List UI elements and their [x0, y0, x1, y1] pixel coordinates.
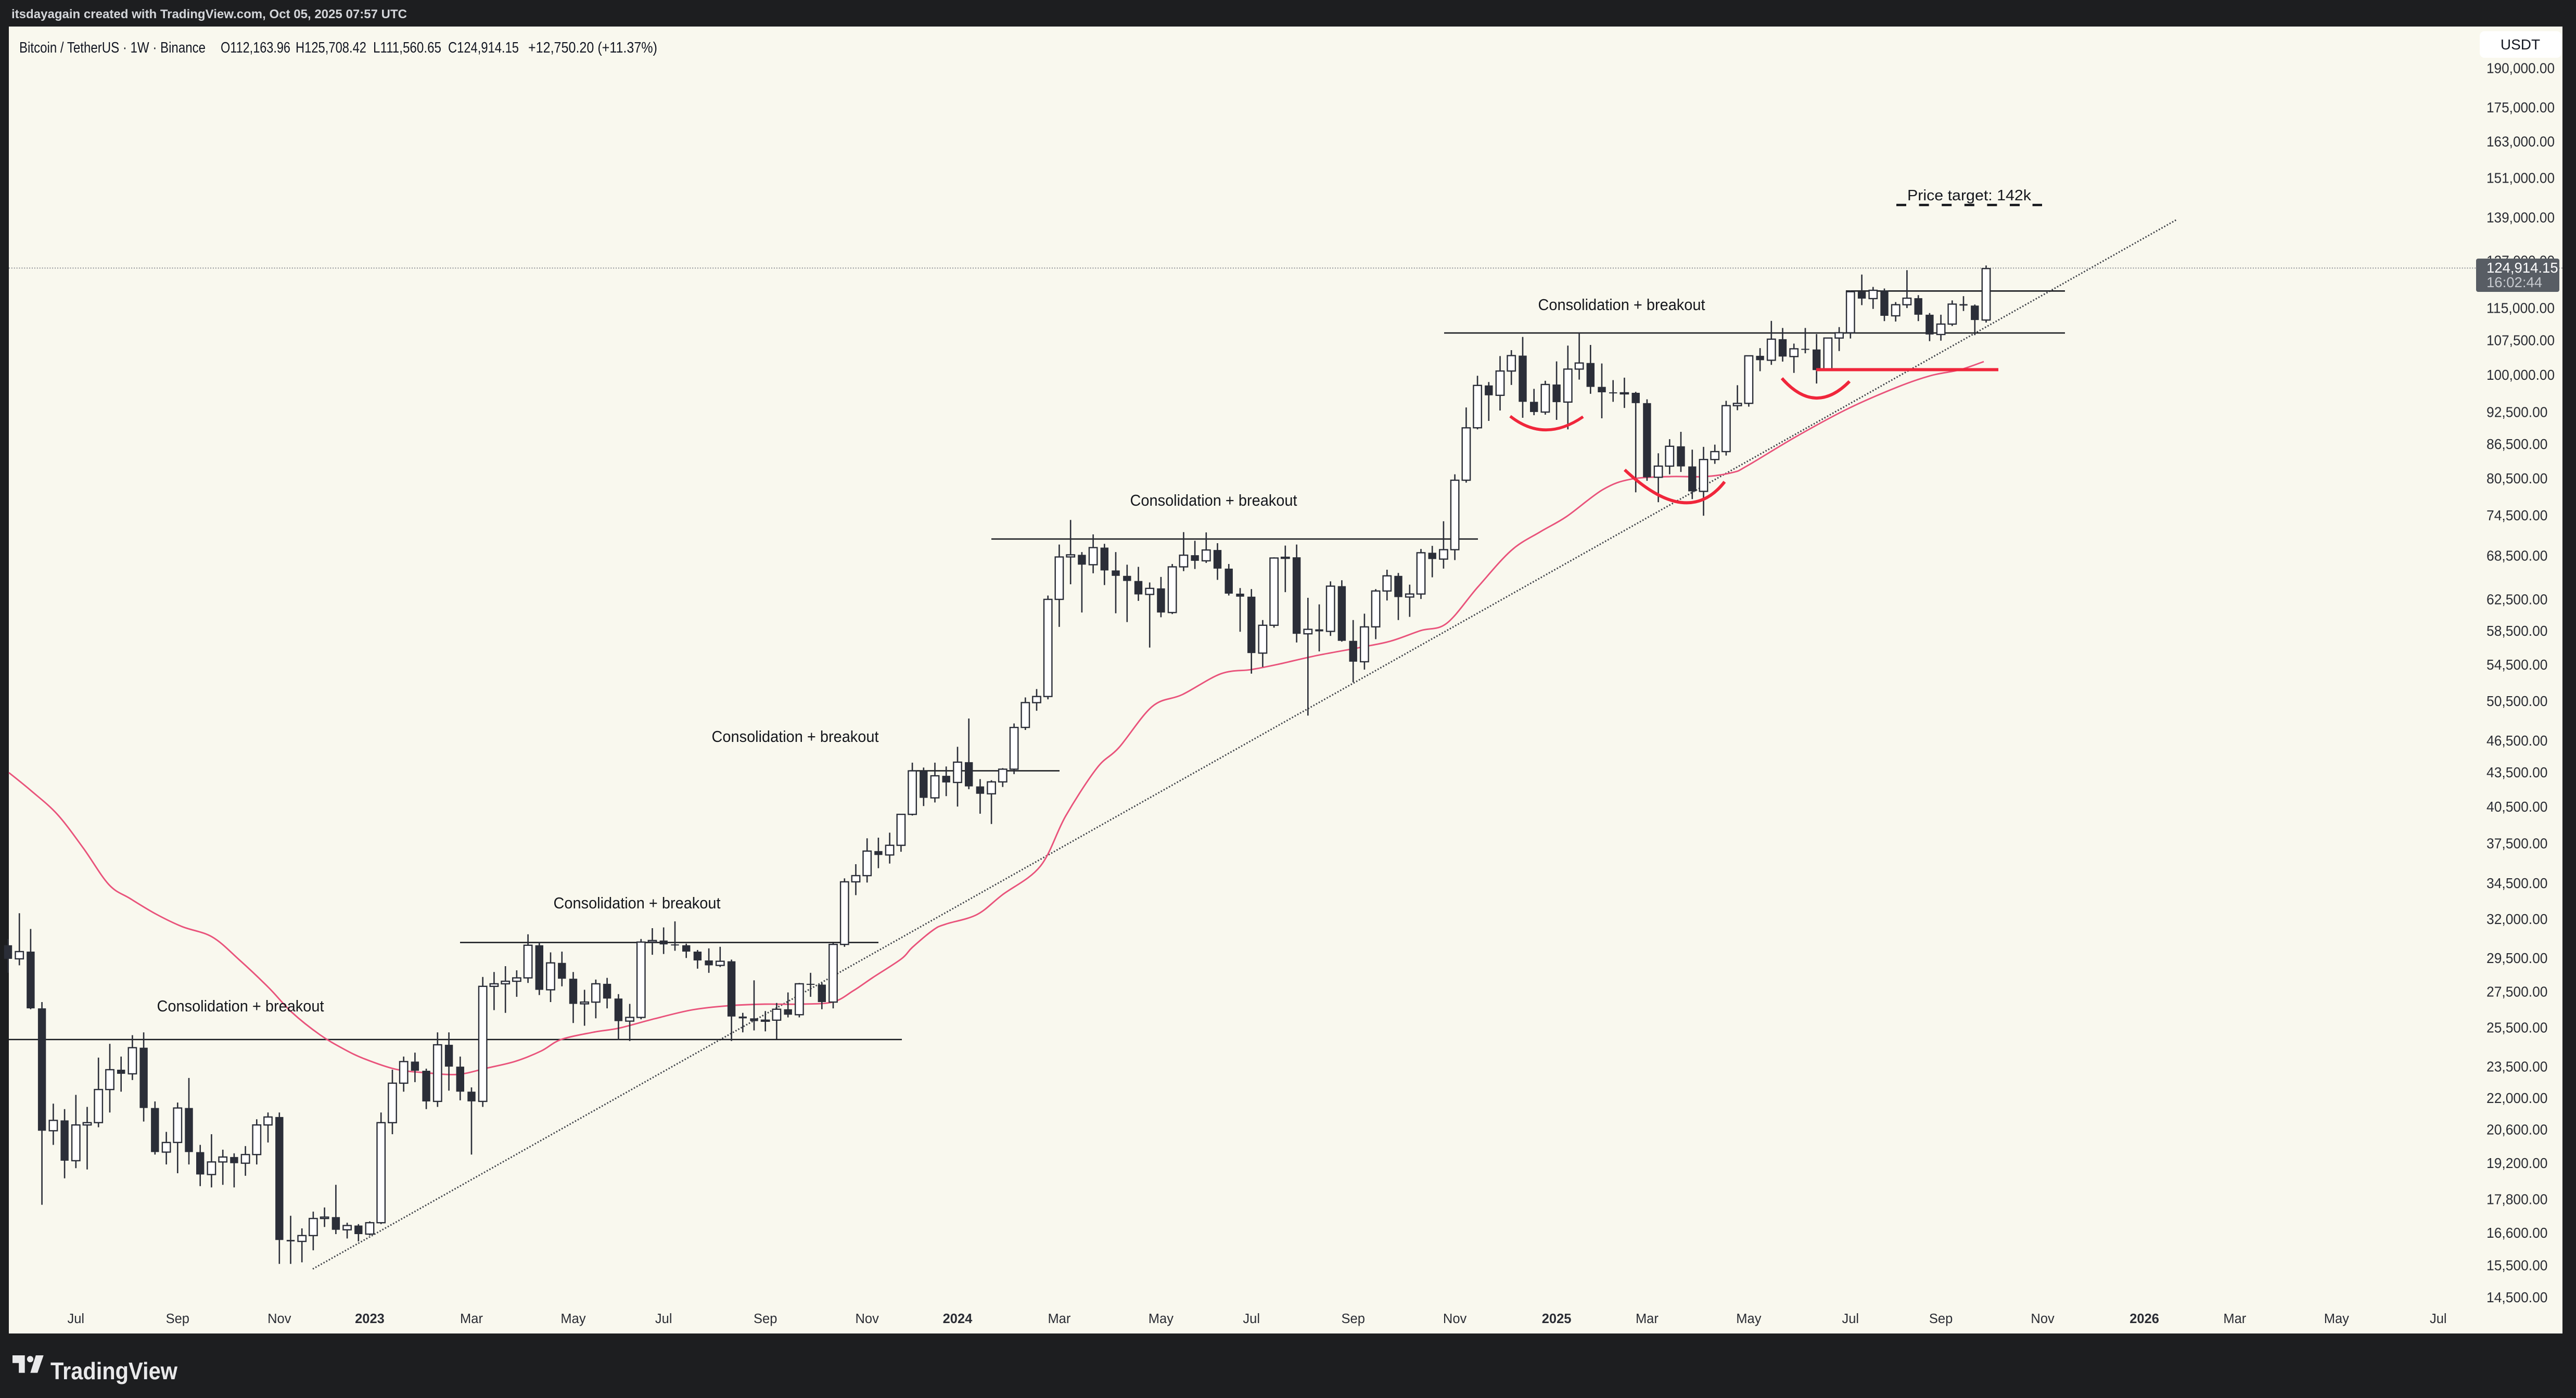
svg-text:Price target: 142k: Price target: 142k [1907, 187, 2032, 204]
svg-text:80,500.00: 80,500.00 [2486, 470, 2548, 486]
svg-text:29,500.00: 29,500.00 [2486, 950, 2548, 966]
svg-text:17,800.00: 17,800.00 [2486, 1191, 2548, 1208]
svg-text:Jul: Jul [1842, 1312, 1859, 1326]
svg-text:USDT: USDT [2501, 36, 2540, 53]
svg-text:16,600.00: 16,600.00 [2486, 1225, 2548, 1241]
svg-text:37,500.00: 37,500.00 [2486, 836, 2548, 852]
svg-text:Mar: Mar [1636, 1312, 1659, 1326]
svg-text:40,500.00: 40,500.00 [2486, 799, 2548, 815]
svg-text:Sep: Sep [1929, 1312, 1953, 1326]
svg-text:Bitcoin / TetherUS · 1W · Bina: Bitcoin / TetherUS · 1W · Binance [19, 40, 206, 56]
svg-text:50,500.00: 50,500.00 [2486, 693, 2548, 709]
svg-text:May: May [560, 1312, 585, 1326]
svg-text:32,000.00: 32,000.00 [2486, 911, 2548, 927]
svg-text:O112,163.96: O112,163.96 [221, 40, 290, 56]
svg-text:58,500.00: 58,500.00 [2486, 623, 2548, 639]
svg-text:22,000.00: 22,000.00 [2486, 1090, 2548, 1106]
svg-text:15,500.00: 15,500.00 [2486, 1258, 2548, 1274]
svg-text:92,500.00: 92,500.00 [2486, 404, 2548, 420]
svg-text:Jul: Jul [655, 1312, 672, 1326]
svg-text:Sep: Sep [1342, 1312, 1365, 1326]
svg-text:124,914.15: 124,914.15 [2486, 260, 2558, 276]
svg-text:74,500.00: 74,500.00 [2486, 507, 2548, 523]
svg-text:Jul: Jul [1243, 1312, 1260, 1326]
svg-text:Consolidation + breakout: Consolidation + breakout [1538, 296, 1705, 314]
svg-text:163,000.00: 163,000.00 [2486, 133, 2555, 149]
svg-text:+12,750.20 (+11.37%): +12,750.20 (+11.37%) [528, 40, 657, 56]
svg-text:Mar: Mar [460, 1312, 483, 1326]
svg-text:Mar: Mar [2223, 1312, 2246, 1326]
svg-text:46,500.00: 46,500.00 [2486, 733, 2548, 749]
svg-text:54,500.00: 54,500.00 [2486, 657, 2548, 673]
svg-text:43,500.00: 43,500.00 [2486, 764, 2548, 780]
svg-text:Nov: Nov [2031, 1312, 2055, 1326]
svg-text:Consolidation + breakout: Consolidation + breakout [554, 894, 721, 912]
svg-text:H125,708.42: H125,708.42 [296, 40, 366, 56]
svg-text:Sep: Sep [754, 1312, 777, 1326]
svg-text:2023: 2023 [355, 1312, 385, 1326]
svg-text:107,500.00: 107,500.00 [2486, 332, 2555, 349]
svg-text:Nov: Nov [1443, 1312, 1467, 1326]
svg-text:Consolidation + breakout: Consolidation + breakout [1130, 491, 1297, 509]
svg-text:itsdayagain created with Tradi: itsdayagain created with TradingView.com… [11, 7, 407, 21]
svg-text:2025: 2025 [1542, 1312, 1572, 1326]
svg-text:2026: 2026 [2129, 1312, 2159, 1326]
svg-text:19,200.00: 19,200.00 [2486, 1155, 2548, 1171]
svg-text:Sep: Sep [166, 1312, 189, 1326]
svg-text:27,500.00: 27,500.00 [2486, 983, 2548, 999]
svg-text:25,500.00: 25,500.00 [2486, 1020, 2548, 1036]
svg-text:L111,560.65: L111,560.65 [373, 40, 441, 56]
svg-text:Nov: Nov [267, 1312, 291, 1326]
svg-text:Mar: Mar [1048, 1312, 1070, 1326]
svg-text:May: May [2324, 1312, 2349, 1326]
svg-text:2024: 2024 [943, 1312, 973, 1326]
svg-text:16:02:44: 16:02:44 [2486, 274, 2542, 290]
svg-text:86,500.00: 86,500.00 [2486, 436, 2548, 452]
svg-text:TradingView: TradingView [50, 1357, 177, 1384]
svg-text:175,000.00: 175,000.00 [2486, 99, 2555, 116]
svg-text:May: May [1736, 1312, 1761, 1326]
svg-text:Jul: Jul [2430, 1312, 2447, 1326]
svg-text:20,600.00: 20,600.00 [2486, 1122, 2548, 1138]
svg-text:C124,914.15: C124,914.15 [448, 40, 519, 56]
svg-text:Nov: Nov [856, 1312, 879, 1326]
svg-text:Consolidation + breakout: Consolidation + breakout [157, 997, 324, 1015]
svg-text:14,500.00: 14,500.00 [2486, 1289, 2548, 1305]
svg-text:May: May [1149, 1312, 1174, 1326]
svg-text:139,000.00: 139,000.00 [2486, 210, 2555, 226]
svg-text:62,500.00: 62,500.00 [2486, 592, 2548, 608]
svg-text:190,000.00: 190,000.00 [2486, 60, 2555, 76]
svg-text:Jul: Jul [67, 1312, 84, 1326]
svg-text:34,500.00: 34,500.00 [2486, 875, 2548, 891]
svg-text:115,000.00: 115,000.00 [2486, 300, 2555, 316]
svg-text:Consolidation + breakout: Consolidation + breakout [712, 727, 879, 746]
svg-text:68,500.00: 68,500.00 [2486, 547, 2548, 563]
svg-text:151,000.00: 151,000.00 [2486, 170, 2555, 186]
svg-text:100,000.00: 100,000.00 [2486, 367, 2555, 383]
svg-text:23,500.00: 23,500.00 [2486, 1059, 2548, 1075]
